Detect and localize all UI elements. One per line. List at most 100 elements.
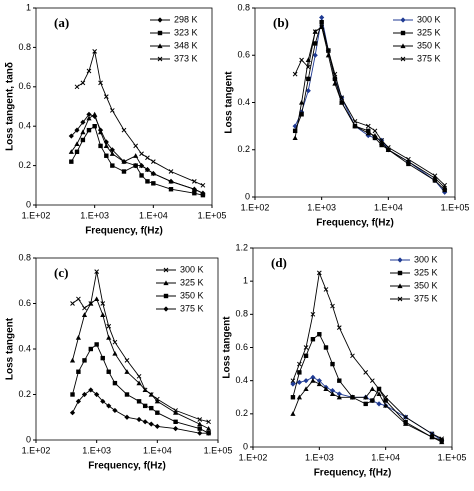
- legend-label: 350 K: [414, 280, 438, 290]
- marker: [397, 296, 403, 302]
- marker: [92, 48, 98, 54]
- marker: [151, 181, 156, 186]
- marker: [330, 361, 335, 367]
- marker: [376, 391, 382, 397]
- marker: [305, 64, 311, 70]
- marker: [290, 411, 296, 416]
- marker: [310, 311, 316, 317]
- marker: [112, 339, 118, 345]
- marker: [100, 355, 105, 361]
- series-line: [70, 113, 204, 194]
- x-tick-label: 1.E+02: [22, 210, 51, 220]
- x-tick-label: 1.E+05: [204, 445, 233, 455]
- y-tick-label: 0.4: [18, 343, 31, 353]
- marker: [69, 357, 76, 363]
- marker: [109, 151, 115, 156]
- marker: [332, 76, 338, 82]
- marker: [138, 163, 145, 168]
- marker: [397, 270, 403, 276]
- marker: [329, 391, 336, 397]
- marker: [103, 143, 109, 148]
- marker: [172, 426, 179, 432]
- marker: [121, 169, 127, 174]
- marker: [429, 434, 435, 440]
- marker: [154, 398, 160, 404]
- marker: [168, 187, 174, 192]
- marker: [148, 391, 154, 397]
- marker: [110, 163, 115, 168]
- marker: [149, 405, 154, 411]
- marker: [369, 386, 375, 392]
- y-tick-label: 1: [26, 2, 31, 12]
- marker: [92, 124, 97, 129]
- marker: [406, 161, 411, 167]
- marker: [379, 142, 384, 148]
- marker: [403, 414, 408, 420]
- marker: [112, 350, 118, 356]
- marker: [148, 421, 154, 427]
- x-tick-label: 1.E+04: [374, 202, 403, 212]
- marker: [104, 153, 109, 158]
- legend-label: 323 K: [174, 27, 198, 37]
- series-line: [294, 26, 446, 188]
- marker: [312, 52, 318, 58]
- y-tick-label: 0.8: [237, 2, 250, 12]
- marker: [379, 137, 385, 143]
- marker: [297, 361, 302, 367]
- marker: [370, 398, 375, 403]
- marker: [75, 335, 82, 340]
- marker: [100, 398, 106, 404]
- marker: [92, 111, 98, 117]
- marker: [82, 305, 87, 311]
- x-tick-label: 1.E+05: [198, 210, 227, 220]
- marker: [306, 76, 311, 82]
- x-tick-label: 1.E+04: [139, 210, 168, 220]
- x-tick-label: 1.E+03: [307, 202, 336, 212]
- legend-label: 375 K: [180, 303, 204, 313]
- marker: [139, 151, 144, 157]
- y-tick-label: 0.6: [18, 298, 31, 308]
- marker: [155, 410, 160, 415]
- marker: [372, 132, 378, 138]
- marker: [332, 71, 338, 77]
- marker: [310, 374, 316, 380]
- marker: [74, 127, 80, 133]
- marker: [88, 300, 94, 306]
- marker: [296, 394, 302, 400]
- y-tick-label: 0.2: [235, 408, 248, 418]
- marker: [69, 410, 76, 416]
- series-line: [72, 271, 209, 423]
- marker: [330, 303, 335, 309]
- plot-area: [35, 7, 213, 206]
- marker: [383, 394, 389, 400]
- x-axis-label: Frequency, f(Hz): [316, 218, 394, 229]
- x-tick-label: 1.E+04: [371, 452, 400, 462]
- marker: [299, 57, 304, 63]
- marker: [439, 439, 445, 445]
- marker: [400, 43, 406, 49]
- marker: [133, 163, 138, 168]
- marker: [124, 358, 130, 363]
- panel: 0 0.2 0.4 0.6 0.8 1 1.E+02 1.E+03 1.E+04 1.E+05 Fr…: [5, 2, 227, 236]
- panel-label: (a): [54, 15, 69, 30]
- marker: [323, 345, 329, 350]
- marker: [385, 145, 391, 150]
- marker: [406, 156, 411, 162]
- marker: [88, 346, 93, 352]
- marker: [403, 421, 409, 426]
- marker: [305, 88, 311, 94]
- marker: [312, 29, 318, 34]
- marker: [81, 312, 88, 317]
- y-axis-label: Loss tangent: [222, 316, 233, 379]
- y-tick-label: 1.2: [235, 242, 248, 252]
- marker: [94, 296, 100, 302]
- legend-label: 348 K: [174, 40, 198, 50]
- marker: [336, 325, 342, 330]
- series-line: [292, 380, 442, 443]
- marker: [172, 410, 179, 415]
- marker: [124, 414, 130, 420]
- legend-label: 298 K: [174, 14, 198, 24]
- x-tick-label: 1.E+04: [143, 445, 172, 455]
- marker: [168, 178, 174, 184]
